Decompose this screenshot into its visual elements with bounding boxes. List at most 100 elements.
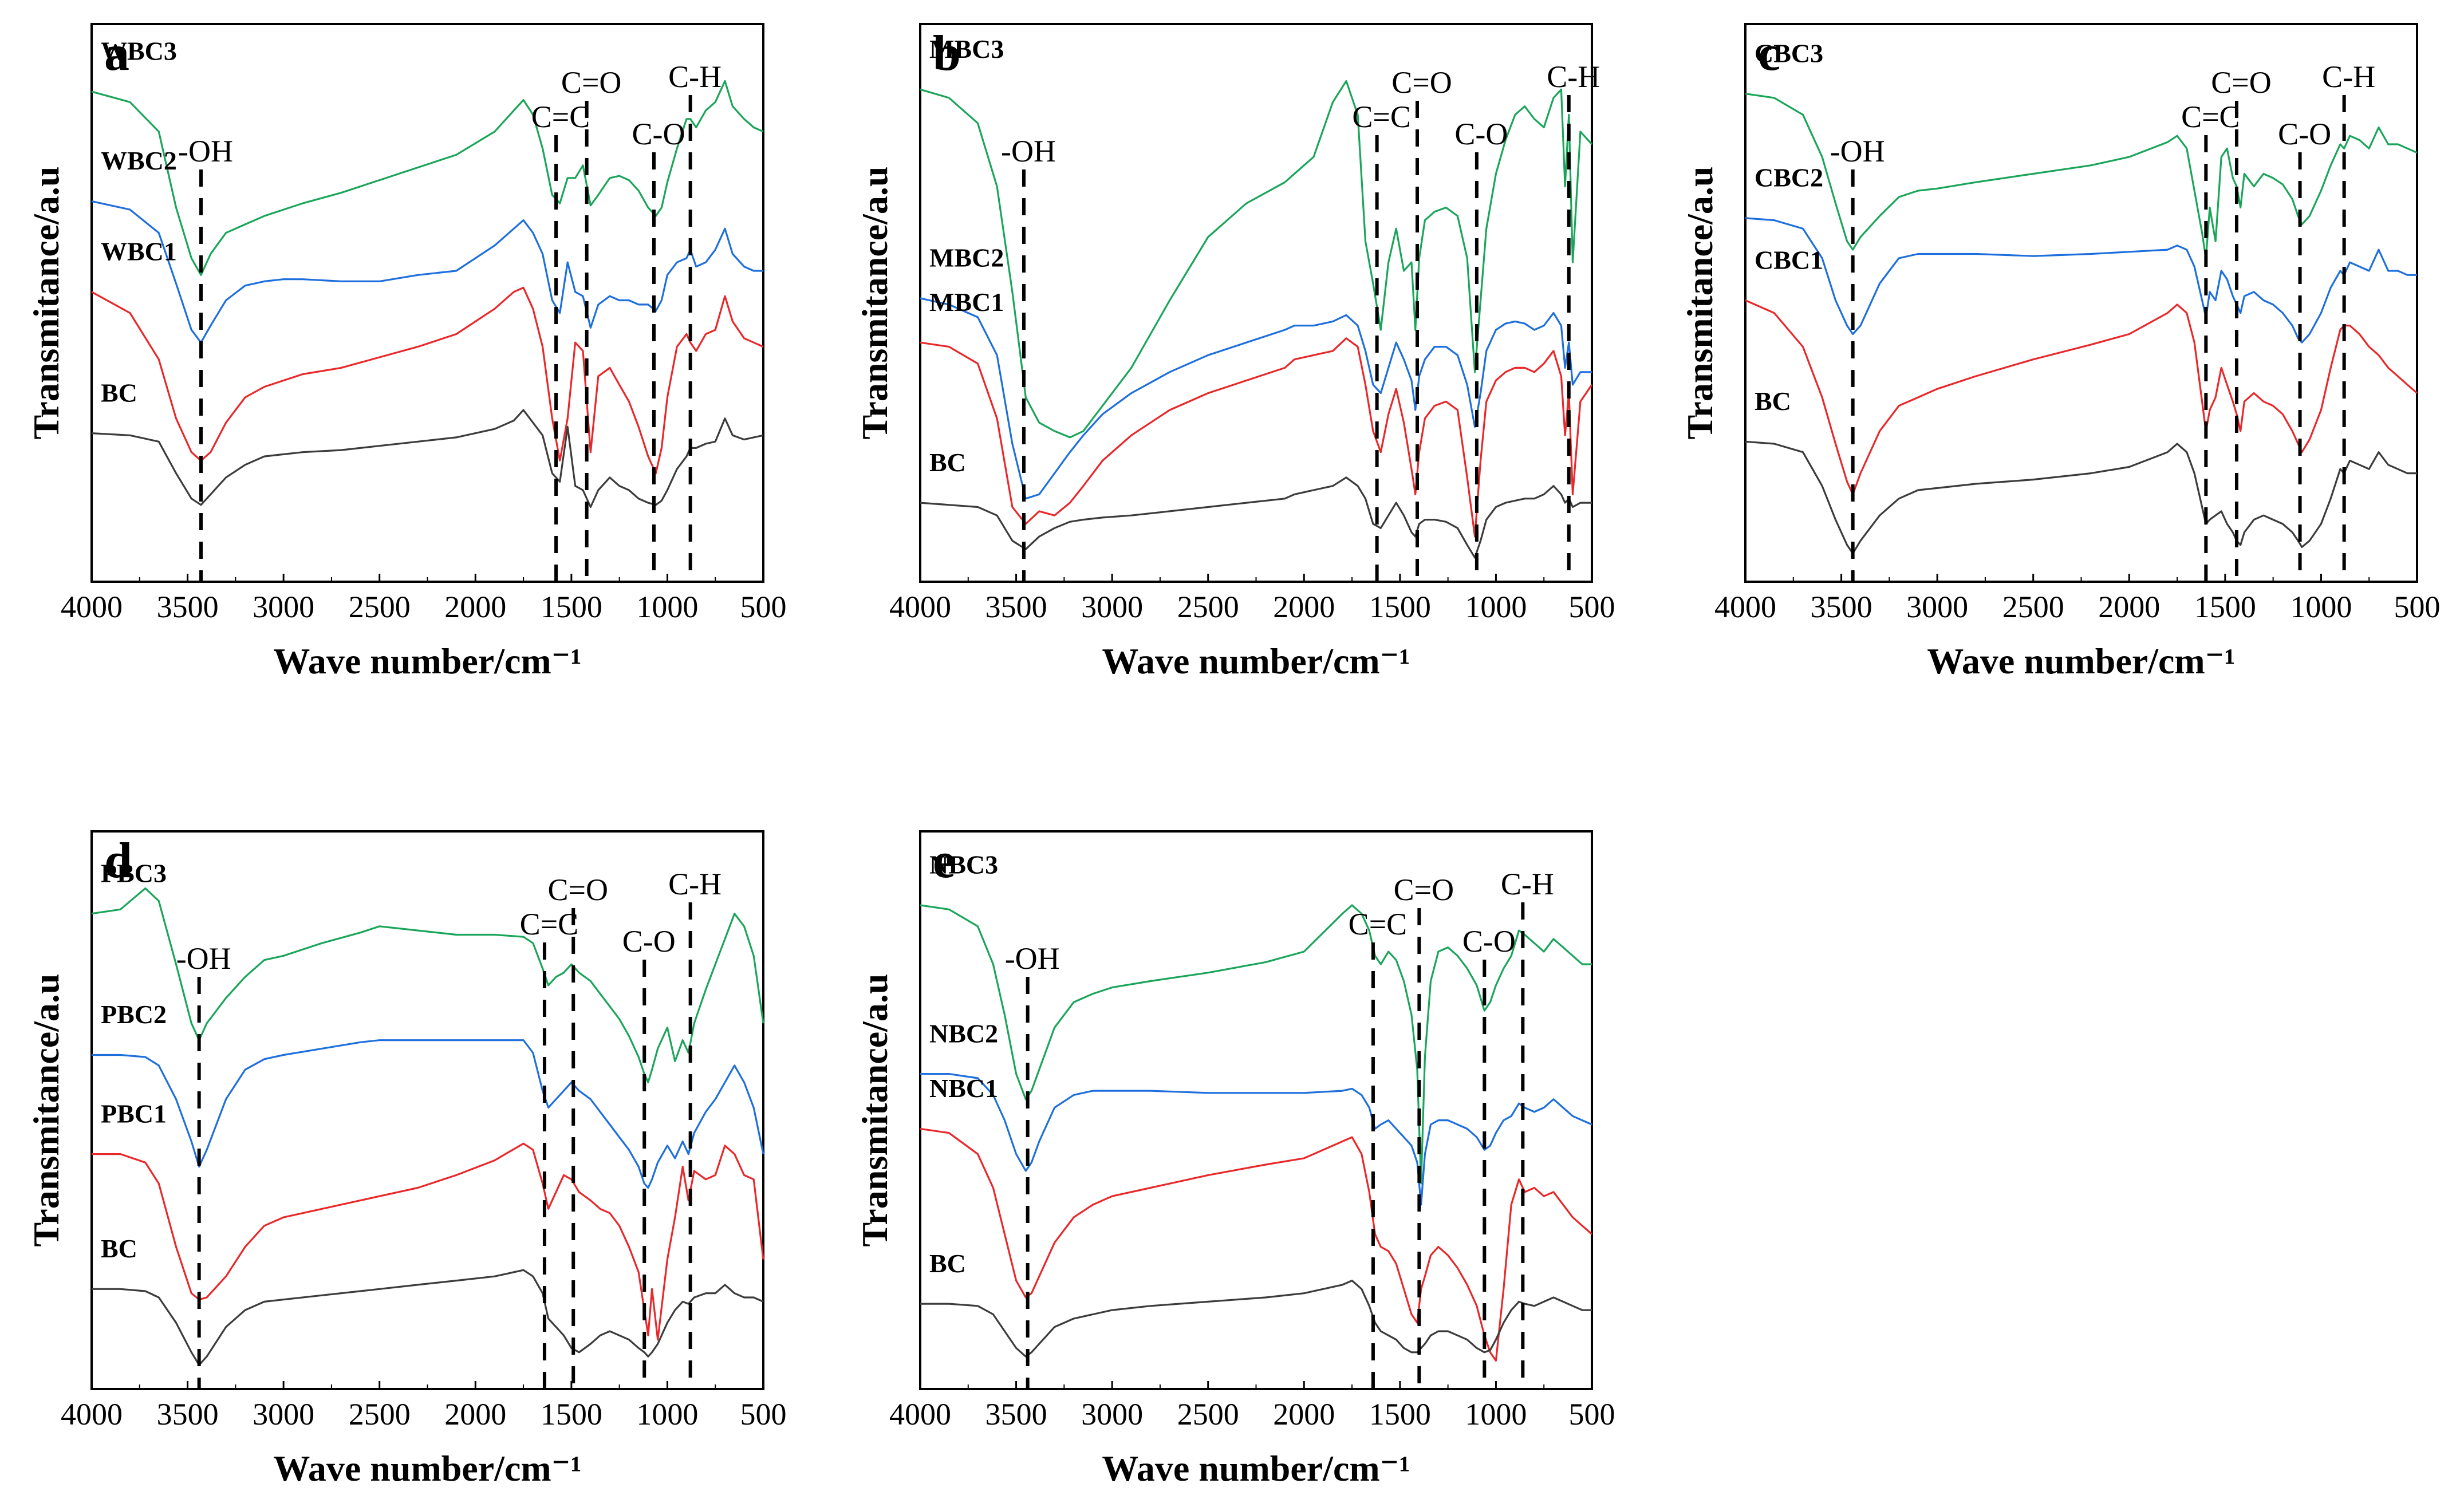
- band-label: C-O: [1462, 924, 1516, 958]
- panel-d: d 4000 3500 3000 2500 2000 1500 1000 500 Wave num…: [26, 830, 787, 1489]
- band-label: C-O: [622, 924, 676, 958]
- x-tick-label: 1500: [1369, 590, 1431, 624]
- x-tick-label: 2000: [1273, 1397, 1335, 1431]
- series-line-bc: [91, 409, 764, 508]
- x-tick-label: 500: [740, 1397, 787, 1431]
- x-tick-label: 3500: [985, 590, 1047, 624]
- series-line-mbc3: [920, 80, 1593, 439]
- x-tick-label: 2500: [349, 590, 411, 624]
- panel-e: e 4000 3500 3000 2500 2000 1500 1000 500 Wave num…: [854, 830, 1615, 1489]
- series-label-pbc2: PBC2: [101, 1000, 167, 1029]
- x-tick-label: 1500: [2194, 590, 2256, 624]
- x-tick-label: 500: [740, 590, 787, 624]
- series-line-nbc3: [920, 904, 1592, 1185]
- x-tick-label: 3500: [1811, 590, 1872, 624]
- series-line-cbc1: [1745, 299, 2418, 495]
- band-label: C=O: [2211, 65, 2271, 100]
- series-line-cbc3: [1745, 93, 2418, 259]
- series-line-wbc3: [91, 80, 764, 276]
- x-tick-label: 1000: [2290, 590, 2352, 624]
- x-tick-label: 3000: [1081, 590, 1143, 624]
- series-label-bc: BC: [101, 1234, 137, 1263]
- x-tick-label: 3000: [1906, 590, 1968, 624]
- series-label-bc: BC: [101, 378, 137, 407]
- x-tick-label: 2000: [444, 1397, 506, 1431]
- panel-c: c 4000 3500 3000 2500 2000 1500 1000 500 Wave num…: [1680, 23, 2441, 681]
- x-tick-label: 3500: [157, 1397, 219, 1431]
- series-line-nbc1: [920, 1127, 1593, 1362]
- band-label: C-H: [1501, 867, 1554, 901]
- panel-letter: b: [933, 26, 961, 81]
- x-tick-label: 4000: [1714, 590, 1776, 624]
- series-label-pbc1: PBC1: [101, 1099, 167, 1128]
- band-label: C-H: [2322, 60, 2375, 94]
- x-tick-label: 2500: [349, 1397, 411, 1431]
- band-label: C=C: [520, 907, 579, 941]
- series-line-wbc1: [91, 286, 764, 475]
- plot-frame: [1744, 23, 2418, 583]
- series-label-cbc1: CBC1: [1755, 245, 1823, 274]
- band-label: C-H: [668, 867, 722, 901]
- series-label-mbc2: MBC2: [929, 243, 1004, 273]
- x-tick-label: 1000: [1465, 590, 1527, 624]
- x-tick-label: 2500: [2002, 590, 2064, 624]
- x-axis-title: Wave number/cm⁻¹: [1102, 1448, 1410, 1489]
- series-label-wbc1: WBC1: [101, 237, 177, 266]
- band-label: -OH: [176, 941, 231, 976]
- band-label: C=C: [531, 100, 590, 134]
- series-line-bc: [920, 1280, 1592, 1358]
- band-label: C-O: [1454, 117, 1508, 151]
- band-label: C=O: [561, 65, 621, 100]
- band-label: C=O: [547, 873, 608, 907]
- band-label: -OH: [1005, 941, 1060, 976]
- panel-b: b 4000 3500 3000 2500 2000 1500 1000 500 Wave num…: [854, 23, 1615, 681]
- y-axis-title: Transmitance/a.u: [26, 973, 66, 1246]
- x-tick-label: 1000: [636, 590, 698, 624]
- series-line-bc: [920, 476, 1592, 559]
- series-label-nbc1: NBC1: [929, 1074, 998, 1103]
- x-tick-label: 4000: [889, 590, 951, 624]
- x-tick-label: 1500: [541, 1397, 602, 1431]
- plot-frame: [919, 23, 1593, 583]
- x-tick-label: 1500: [541, 590, 602, 624]
- series-line-nbc2: [920, 1073, 1592, 1206]
- y-axis-title: Transmitance/a.u: [1680, 166, 1720, 439]
- series-label-mbc3: MBC3: [929, 34, 1004, 64]
- x-axis-title: Wave number/cm⁻¹: [273, 1448, 581, 1489]
- band-label: C=O: [1391, 65, 1452, 100]
- x-axis-title: Wave number/cm⁻¹: [1102, 641, 1410, 681]
- series-label-bc: BC: [929, 1249, 966, 1278]
- x-tick-label: 500: [1569, 1397, 1615, 1431]
- band-label: -OH: [1001, 134, 1056, 168]
- band-label: C=C: [2181, 100, 2240, 134]
- series-line-mbc1: [920, 337, 1593, 538]
- band-label: C=C: [1352, 100, 1411, 134]
- x-tick-label: 2500: [1177, 590, 1239, 624]
- x-tick-label: 2000: [444, 590, 506, 624]
- y-axis-title: Transmitance/a.u: [854, 973, 895, 1246]
- x-tick-label: 500: [2394, 590, 2441, 624]
- x-tick-label: 3500: [157, 590, 219, 624]
- x-tick-label: 1000: [1465, 1397, 1527, 1431]
- series-line-bc: [92, 1269, 764, 1366]
- series-label-nbc2: NBC2: [929, 1019, 998, 1048]
- band-label: -OH: [1830, 134, 1885, 168]
- x-tick-label: 4000: [61, 1397, 123, 1431]
- series-line-mbc2: [920, 297, 1592, 500]
- x-tick-label: 3000: [253, 1397, 314, 1431]
- band-label: C=O: [1394, 873, 1454, 907]
- x-axis-title: Wave number/cm⁻¹: [1927, 641, 2235, 681]
- series-line-wbc2: [91, 200, 763, 344]
- series-line-pbc3: [91, 887, 764, 1083]
- x-tick-label: 3500: [985, 1397, 1047, 1431]
- series-line-bc: [1745, 440, 2417, 555]
- series-label-wbc2: WBC2: [101, 146, 177, 175]
- plot-frame: [919, 830, 1593, 1390]
- series-line-pbc1: [92, 1142, 764, 1341]
- x-tick-label: 4000: [889, 1397, 951, 1431]
- y-axis-title: Transmitance/a.u: [26, 166, 66, 439]
- band-label: C-H: [668, 60, 722, 94]
- x-tick-label: 3000: [1081, 1397, 1143, 1431]
